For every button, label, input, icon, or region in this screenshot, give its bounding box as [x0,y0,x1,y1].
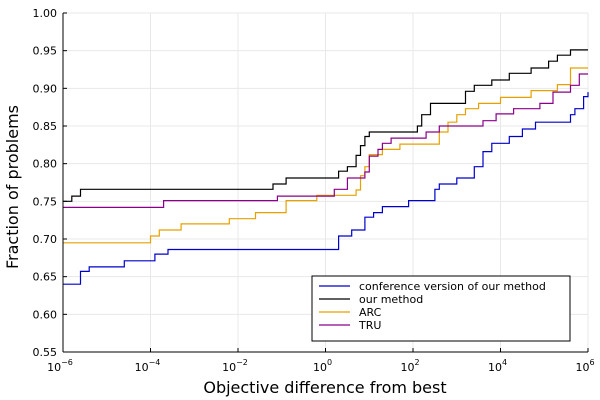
y-tick-label: 0.95 [33,45,58,58]
tick-labels: 10−6 10−4 10−2 100 102 104 106 0.55 0.60 0.65 0.70… [33,7,595,374]
y-tick-label: 0.55 [33,346,58,359]
legend-label: our method [359,293,423,306]
x-tick-label: 10−4 [135,358,161,374]
y-tick-label: 0.65 [33,271,58,284]
y-tick-label: 0.60 [33,308,58,321]
series-line-0 [63,92,589,285]
legend-label: ARC [359,306,382,319]
x-tick-label: 100 [313,358,332,374]
series-lines [63,49,589,285]
y-axis-label: Fraction of problems [3,105,22,269]
x-axis-label: Objective difference from best [203,378,446,397]
legend-box [311,275,571,342]
x-tick-label: 104 [488,358,507,374]
y-tick-label: 0.85 [33,120,58,133]
legend-label: TRU [358,319,381,332]
y-tick-label: 0.90 [33,82,58,95]
series-line-1 [63,49,588,202]
x-tick-label: 10−6 [47,358,73,374]
series-line-2 [63,67,588,244]
x-tick-label: 106 [575,358,594,374]
x-tick-label: 10−2 [222,358,248,374]
y-tick-label: 1.00 [33,7,58,20]
series-line-3 [63,73,588,208]
x-tick-label: 102 [400,358,419,374]
y-tick-label: 0.80 [33,158,58,171]
axes [62,12,589,353]
legend-label: conference version of our method [359,280,546,293]
y-tick-label: 0.70 [33,233,58,246]
y-tick-label: 0.75 [33,195,58,208]
